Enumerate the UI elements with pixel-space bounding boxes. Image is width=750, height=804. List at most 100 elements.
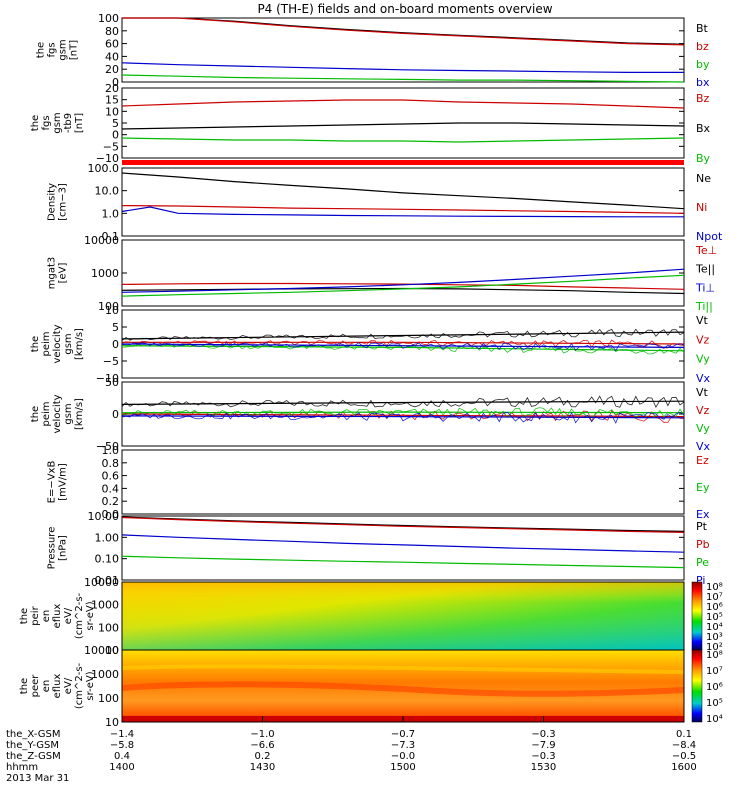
y-tick-label: 0.2 — [102, 495, 120, 508]
y-axis-label: fgs — [47, 42, 58, 57]
y-axis-label: Density — [47, 183, 58, 221]
y-tick-label: 0.8 — [102, 457, 120, 470]
x-row-label: the_Y-GSM — [6, 740, 59, 751]
mode-indicator-bar — [122, 160, 684, 165]
panel-peer_eflux: 10000 1000 100 10 the peer en eflux eV/(cm^2-s-s… — [19, 644, 723, 729]
y-axis-label: mgat3 — [47, 257, 58, 290]
series-line-Ne — [121, 172, 685, 210]
panel-frame — [121, 449, 685, 515]
y-axis-label: fgs — [41, 115, 52, 130]
y-axis-label: peim — [41, 401, 52, 426]
x-tick-label: 0.1 — [676, 729, 692, 740]
y-axis-label: [nPa] — [58, 535, 69, 561]
y-tick-label: 5 — [112, 117, 119, 130]
y-tick-label: 10.00 — [88, 510, 120, 523]
y-axis-label: [eV] — [58, 263, 69, 284]
x-tick-label: 1500 — [390, 762, 415, 773]
y-tick-label: 20 — [105, 82, 119, 95]
x-tick-label: −1.0 — [250, 729, 274, 740]
y-tick-label: −10 — [96, 372, 119, 385]
y-axis-label: Pressure — [47, 527, 58, 570]
series-noise-Vx — [121, 342, 685, 352]
y-axis-label: peer — [30, 674, 41, 698]
series-line-by — [121, 74, 685, 83]
y-axis-label: eV/ — [63, 607, 74, 624]
y-axis-label: peir — [30, 605, 41, 625]
y-axis-label: eflux — [52, 604, 63, 629]
y-tick-label: 10.0 — [95, 185, 120, 198]
colorbar-tick-label: 10² — [706, 642, 723, 653]
series-line-By — [121, 137, 685, 143]
y-tick-label: 0.6 — [102, 470, 120, 483]
x-tick-label: −0.3 — [531, 751, 555, 762]
y-tick-label: 10 — [105, 105, 119, 118]
y-tick-label: 0 — [112, 338, 119, 351]
y-axis-label: -tb9 — [63, 113, 74, 133]
y-tick-label: 1000 — [91, 267, 119, 280]
y-tick-label: 50 — [105, 376, 119, 389]
legend-entry: Pb — [696, 538, 710, 551]
y-axis-label: [mV/m] — [58, 463, 69, 501]
legend-entry: Vt — [696, 314, 709, 327]
y-axis-label: (cm^2-s- — [74, 662, 85, 709]
series-noise-Vz — [121, 339, 685, 349]
legend-entry: Vx — [696, 372, 711, 385]
series-line-Pb — [121, 516, 685, 533]
y-axis-label: gsm — [58, 39, 69, 60]
x-tick-label: −8.4 — [672, 740, 696, 751]
y-axis-label: en — [41, 610, 52, 623]
x-tick-label: 0.2 — [255, 751, 271, 762]
y-tick-label: 0 — [112, 408, 119, 421]
x-tick-label: 1530 — [531, 762, 556, 773]
legend-entry: Ex — [696, 508, 710, 521]
series-noise-Vt — [121, 395, 685, 408]
panel-velocity_peim: 50 0 −50 the peim velocity gsm [km/s] Vt Vz Vy Vx — [30, 376, 711, 453]
legend-entry: Pt — [696, 520, 708, 533]
series-line-Bt — [122, 17, 685, 45]
y-tick-label: −5 — [103, 355, 119, 368]
panel-peir_eflux: 10000 1000 100 10 the peir en eflux eV/(cm^2-s-s… — [19, 576, 723, 657]
panel-temperature: 10000 1000 100 mgat3 [eV] Te⊥ Te|| Ti⊥ Ti|| — [47, 234, 718, 313]
legend-entry: Vz — [696, 404, 710, 417]
legend-entry: Vz — [696, 333, 710, 346]
legend-entry: Bz — [696, 92, 710, 105]
panel-pressure: 10.00 1.00 0.10 0.01 Pressure [nPa] Pt Pb Pe Pi — [47, 510, 710, 587]
series-line-Pt — [121, 516, 685, 532]
y-tick-label: 0.01 — [95, 574, 120, 587]
y-axis-label: the — [30, 406, 41, 422]
y-axis-label: the — [19, 678, 30, 694]
y-tick-label: 10 — [105, 644, 119, 657]
series-line-Pi — [121, 534, 685, 553]
legend-entry: Ti⊥ — [695, 281, 715, 294]
legend-entry: Npot — [696, 230, 723, 243]
x-tick-label: −0.0 — [391, 751, 415, 762]
x-tick-label: −0.3 — [531, 729, 555, 740]
y-tick-label: 5 — [112, 321, 119, 334]
series-noise-Vy — [122, 343, 685, 355]
y-axis-label: [km/s] — [74, 328, 85, 360]
y-tick-label: 10 — [105, 716, 119, 729]
y-tick-label: 10000 — [84, 576, 119, 589]
plot-title: P4 (TH-E) fields and on-board moments ov… — [257, 2, 552, 16]
legend-entry: bx — [696, 76, 710, 89]
y-axis-label: en — [41, 680, 52, 693]
x-row-label: the_X-GSM — [6, 729, 60, 740]
panel-frame — [121, 87, 685, 159]
series-line-Vt — [121, 331, 685, 340]
legend-entry: Bx — [696, 122, 711, 135]
x-row-label: the_Z-GSM — [6, 751, 61, 762]
y-tick-label: 100.0 — [88, 162, 120, 175]
y-tick-label: 1.0 — [102, 444, 120, 457]
y-tick-label: 100 — [98, 12, 119, 25]
colorbar-peir — [691, 581, 703, 651]
panel-frame — [121, 515, 685, 581]
colorbar-tick-label: 10⁶ — [706, 602, 723, 613]
y-axis-label: (cm^2-s- — [74, 592, 85, 639]
legend-entry: Bt — [696, 22, 709, 35]
y-axis-label: [nT] — [69, 40, 80, 60]
y-axis-label: [km/s] — [74, 398, 85, 430]
legend-entry: by — [696, 58, 710, 71]
series-line-bz — [122, 17, 685, 46]
x-tick-label: −0.5 — [672, 751, 696, 762]
x-tick-label: 1600 — [671, 762, 696, 773]
